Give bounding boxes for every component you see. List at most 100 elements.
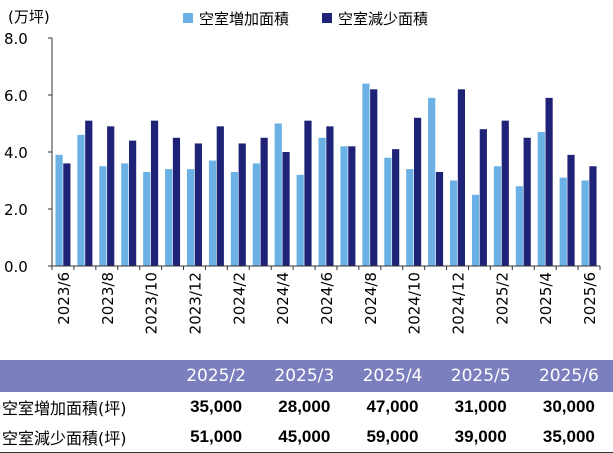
bar-increase [296,174,304,266]
x-tick-label: 2025/2 [493,272,511,325]
bar-increase [362,83,370,266]
bar-decrease [479,129,487,266]
table-cell: 28,000 [278,397,331,416]
bar-decrease [194,143,202,266]
bar-decrease [501,120,509,267]
x-tick-label: 2024/12 [450,272,468,334]
x-tick-label: 2025/6 [581,272,599,325]
bar-decrease [326,126,334,266]
bar-increase [77,134,85,266]
x-axis: 2023/6 2023/8 2023/10 2023/12 2024/2 2024/4 20… [51,265,601,334]
bar-increase [428,97,436,266]
bar-decrease [370,89,378,266]
table-row: 空室増加面積(坪) 35,000 28,000 47,000 31,000 30… [0,392,613,422]
bar-chart: (万坪) 空室増加面積 空室減少面積 0.0 2.0 4.0 6.0 8.0 2023/6… [4,8,601,334]
bar-decrease [435,171,444,266]
bar-increase [471,194,480,266]
table-cell: 59,000 [348,422,437,453]
table-header-month: 2025/4 [348,360,437,392]
row-label: 空室減少面積(坪) [0,422,172,453]
bar-increase [252,163,260,266]
y-tick-label: 8.0 [4,30,28,48]
bar-decrease [85,120,93,267]
x-tick-label: 2024/6 [318,272,336,325]
y-unit-label: (万坪) [8,8,50,26]
bar-decrease [392,149,400,266]
x-tick-label: 2024/2 [230,272,248,325]
table-cell: 51,000 [172,422,261,453]
table-header-month: 2025/5 [436,360,525,392]
table-cell: 35,000 [524,422,613,453]
table-header-month: 2025/6 [524,360,613,392]
bars [55,83,597,267]
bar-increase [493,166,502,266]
bar-decrease [413,117,422,266]
legend-swatch [322,13,332,23]
legend-label: 空室減少面積 [338,10,428,28]
bar-decrease [238,143,246,266]
bar-increase [537,132,545,266]
x-tick-label: 2023/8 [99,272,117,325]
bar-increase [165,169,173,266]
bar-increase [406,169,414,266]
summary-table: 2025/2 2025/3 2025/4 2025/5 2025/6 空室増加面… [0,360,613,453]
table-header-month: 2025/2 [172,360,261,392]
bar-increase [340,146,348,266]
bar-increase [318,137,326,266]
bar-decrease [589,166,597,266]
bar-decrease [216,126,224,266]
bar-decrease [107,126,115,266]
bar-decrease [567,154,575,266]
legend-label: 空室増加面積 [199,10,289,28]
bar-decrease [172,137,181,266]
bar-decrease [63,163,71,266]
x-tick-label: 2023/6 [55,272,73,325]
bar-decrease [150,120,159,267]
bar-decrease [129,140,137,266]
bar-increase [384,157,392,266]
table-cell: 47,000 [366,397,419,416]
bar-increase [230,171,239,266]
y-tick-label: 0.0 [4,258,28,276]
bar-increase [559,177,567,266]
y-tick-label: 2.0 [4,201,28,219]
x-tick-label: 2025/4 [537,272,555,325]
y-axis: 0.0 2.0 4.0 6.0 8.0 [4,30,53,276]
table-header-empty [0,360,172,392]
table-cell: 45,000 [260,422,349,453]
y-tick-label: 6.0 [4,87,28,105]
x-tick-label: 2024/4 [274,272,292,325]
table-cell: 35,000 [190,397,243,416]
x-tick-label: 2023/12 [186,272,204,334]
row-label: 空室増加面積(坪) [2,399,127,418]
legend: 空室増加面積 空室減少面積 [183,10,428,28]
bar-decrease [457,89,466,266]
bar-decrease [545,97,553,266]
bar-increase [55,154,63,266]
y-tick-label: 4.0 [4,144,28,162]
bar-increase [99,166,107,266]
bar-increase [186,169,195,266]
table-header-month: 2025/3 [260,360,349,392]
bar-decrease [282,152,290,266]
bar-increase [208,160,217,266]
x-tick-label: 2024/10 [406,272,424,334]
bar-decrease [523,137,531,266]
bar-increase [450,180,458,266]
bar-decrease [348,146,356,266]
bar-increase [143,171,151,266]
legend-swatch [183,13,193,23]
bar-decrease [304,120,312,267]
table-cell: 30,000 [542,397,595,416]
bar-increase [274,123,282,266]
bar-increase [581,180,589,266]
table-cell: 39,000 [436,422,525,453]
bar-decrease [260,137,268,266]
x-tick-label: 2024/8 [362,272,380,325]
x-tick-label: 2023/10 [143,272,161,334]
table-cell: 31,000 [454,397,507,416]
table-header-row: 2025/2 2025/3 2025/4 2025/5 2025/6 [0,360,613,392]
bar-increase [515,186,523,266]
table-row: 空室減少面積(坪) 51,000 45,000 59,000 39,000 35… [0,422,613,453]
bar-increase [121,163,129,266]
